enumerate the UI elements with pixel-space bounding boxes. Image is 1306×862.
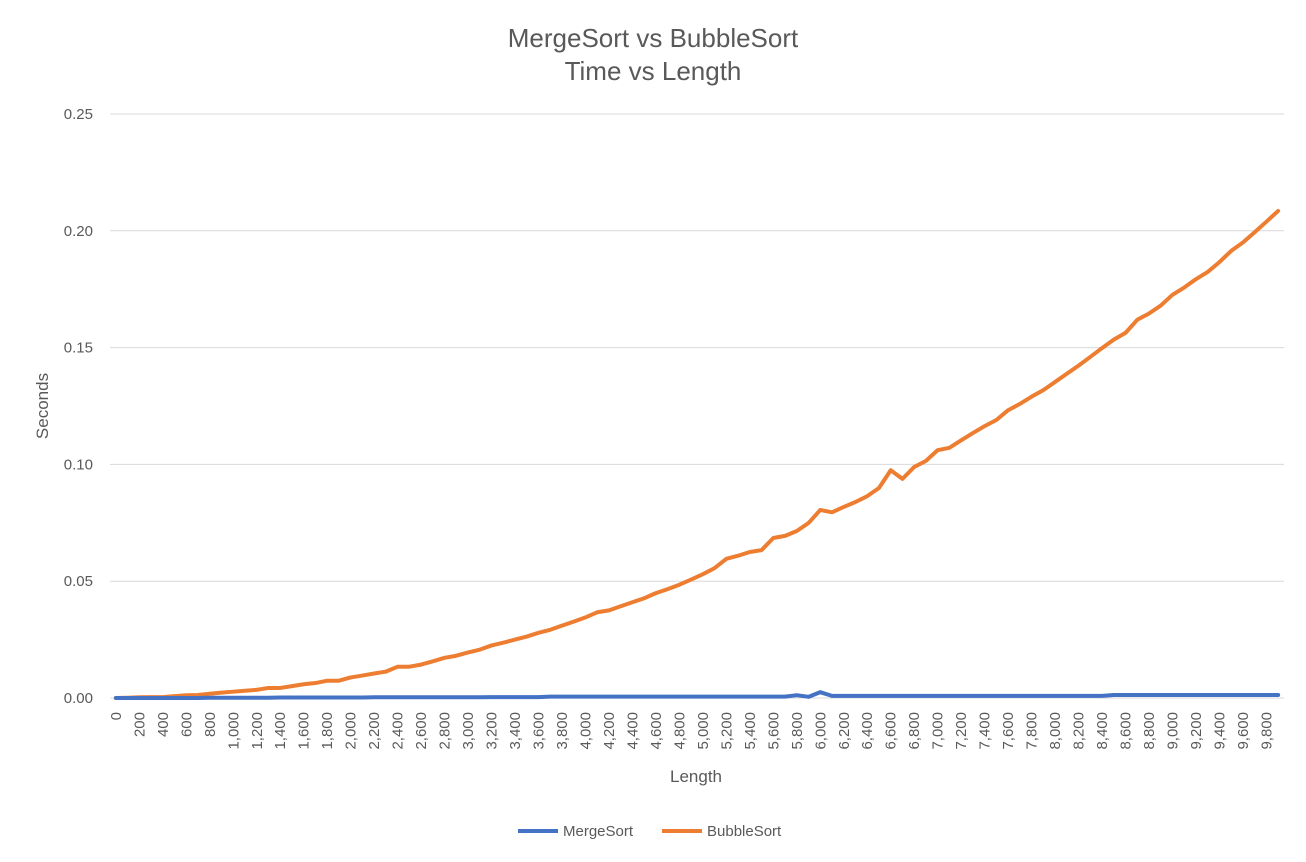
x-tick-label: 8,400 <box>1094 712 1111 750</box>
x-tick-label: 9,000 <box>1164 712 1181 750</box>
x-tick-label: 3,800 <box>554 712 571 750</box>
y-tick-label: 0.00 <box>64 690 93 707</box>
x-tick-label: 4,600 <box>648 712 665 750</box>
legend-label: BubbleSort <box>707 823 782 840</box>
x-tick-label: 4,200 <box>601 712 618 750</box>
x-tick-label: 3,600 <box>531 712 548 750</box>
y-tick-label: 0.10 <box>64 456 93 473</box>
x-tick-label: 9,400 <box>1211 712 1228 750</box>
x-tick-label: 2,000 <box>343 712 360 750</box>
series-line-bubblesort <box>113 208 1281 700</box>
x-tick-label: 7,000 <box>930 712 947 750</box>
y-tick-label: 0.15 <box>64 340 93 357</box>
chart-subtitle: Time vs Length <box>565 56 742 86</box>
x-axis-ticks: 0 200 400 600 800 1,000 1,200 1,400 1,600 1,800 2,… <box>108 712 1276 750</box>
x-tick-label: 8,000 <box>1047 712 1064 750</box>
x-tick-label: 4,400 <box>624 712 641 750</box>
x-tick-label: 5,400 <box>742 712 759 750</box>
x-tick-label: 800 <box>202 712 219 737</box>
x-tick-label: 1,000 <box>225 712 242 750</box>
legend-label: MergeSort <box>563 823 634 840</box>
y-axis-title: Seconds <box>33 373 52 439</box>
x-tick-label: 8,800 <box>1141 712 1158 750</box>
x-tick-label: 2,400 <box>390 712 407 750</box>
x-tick-label: 6,400 <box>859 712 876 750</box>
x-tick-label: 2,200 <box>366 712 383 750</box>
x-tick-label: 5,800 <box>789 712 806 750</box>
x-tick-label: 4,000 <box>577 712 594 750</box>
chart-title: MergeSort vs BubbleSort <box>508 23 799 53</box>
x-tick-label: 5,600 <box>765 712 782 750</box>
x-tick-label: 1,400 <box>272 712 289 750</box>
x-tick-label: 6,800 <box>906 712 923 750</box>
x-tick-label: 5,000 <box>695 712 712 750</box>
x-tick-label: 9,200 <box>1188 712 1205 750</box>
x-tick-label: 2,800 <box>437 712 454 750</box>
x-tick-label: 0 <box>108 712 125 720</box>
y-tick-label: 0.05 <box>64 573 93 590</box>
x-tick-label: 9,800 <box>1258 712 1275 750</box>
x-tick-label: 3,200 <box>484 712 501 750</box>
x-tick-label: 6,200 <box>836 712 853 750</box>
x-tick-label: 7,600 <box>1000 712 1017 750</box>
x-tick-label: 3,400 <box>507 712 524 750</box>
x-tick-label: 7,200 <box>953 712 970 750</box>
x-tick-label: 4,800 <box>671 712 688 750</box>
x-tick-label: 3,000 <box>460 712 477 750</box>
series-lines <box>113 208 1281 700</box>
x-tick-label: 200 <box>131 712 148 737</box>
gridlines <box>110 113 1284 699</box>
y-tick-label: 0.20 <box>64 223 93 240</box>
x-tick-label: 7,400 <box>977 712 994 750</box>
x-tick-label: 1,800 <box>319 712 336 750</box>
x-tick-label: 8,200 <box>1071 712 1088 750</box>
x-tick-label: 9,600 <box>1235 712 1252 750</box>
y-tick-label: 0.25 <box>64 106 93 123</box>
x-tick-label: 1,600 <box>296 712 313 750</box>
x-tick-label: 400 <box>155 712 172 737</box>
x-tick-label: 2,600 <box>413 712 430 750</box>
x-tick-label: 5,200 <box>718 712 735 750</box>
x-tick-label: 6,600 <box>883 712 900 750</box>
x-tick-label: 6,000 <box>812 712 829 750</box>
x-tick-label: 8,600 <box>1118 712 1135 750</box>
series-line-mergesort <box>113 690 1281 700</box>
legend: MergeSort BubbleSort <box>518 823 782 840</box>
x-axis-title: Length <box>670 767 722 786</box>
x-tick-label: 1,200 <box>249 712 266 750</box>
y-axis-ticks: 0.00 0.05 0.10 0.15 0.20 0.25 <box>64 106 93 707</box>
x-tick-label: 600 <box>178 712 195 737</box>
x-tick-label: 7,800 <box>1024 712 1041 750</box>
